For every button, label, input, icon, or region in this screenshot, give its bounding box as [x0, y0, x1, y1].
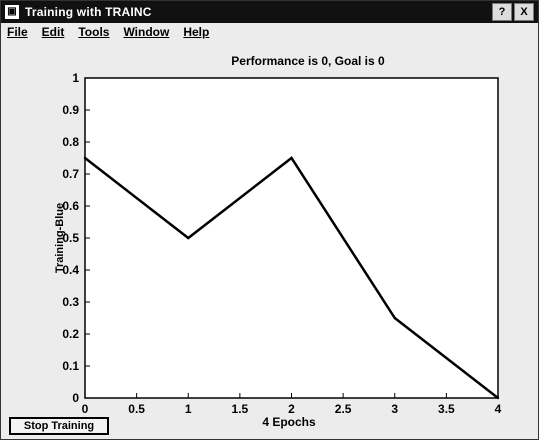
window-controls: ? X: [492, 3, 534, 21]
x-tick-label: 0: [82, 402, 89, 416]
tick-marks: 0 0.5 1 1.5 2 2.5 3 3.5 4 0 0.1 0.2 0.3 0.4 0.5 0.6 0.7 0…: [62, 71, 501, 416]
y-tick-label: 0.7: [62, 167, 79, 181]
x-tick-label: 0.5: [128, 402, 145, 416]
y-tick-label: 0.5: [62, 231, 79, 245]
plot-area: Performance is 0, Goal is 0 0 0.5 1 1.5 2 2.5…: [1, 41, 538, 439]
x-axis-label: 4 Epochs: [262, 415, 316, 429]
y-tick-label: 0: [72, 391, 79, 405]
stop-training-button[interactable]: Stop Training: [9, 417, 109, 435]
x-tick-label: 1: [185, 402, 192, 416]
help-button[interactable]: ?: [492, 3, 512, 21]
x-tick-label: 3: [391, 402, 398, 416]
window-title: Training with TRAINC: [25, 5, 152, 19]
data-point: [83, 156, 87, 160]
y-tick-label: 0.9: [62, 103, 79, 117]
y-tick-label: 0.6: [62, 199, 79, 213]
menu-file[interactable]: File: [7, 25, 28, 39]
menu-window[interactable]: Window: [123, 25, 170, 39]
x-tick-label: 1.5: [232, 402, 249, 416]
close-button[interactable]: X: [514, 3, 534, 21]
menu-tools[interactable]: Tools: [78, 25, 110, 39]
y-tick-label: 0.8: [62, 135, 79, 149]
menu-edit[interactable]: Edit: [41, 25, 65, 39]
x-tick-label: 2: [288, 402, 295, 416]
app-icon: ▣: [5, 5, 19, 19]
data-point: [496, 396, 500, 400]
data-point: [187, 236, 190, 240]
x-tick-label: 4: [495, 402, 502, 416]
y-tick-label: 0.2: [62, 327, 79, 341]
y-tick-label: 0.3: [62, 295, 79, 309]
x-tick-label: 2.5: [335, 402, 352, 416]
menu-help[interactable]: Help: [183, 25, 210, 39]
y-tick-label: 0.1: [62, 359, 79, 373]
y-tick-label: 1: [72, 71, 79, 85]
menu-bar: File Edit Tools Window Help: [1, 23, 538, 41]
chart-title: Performance is 0, Goal is 0: [231, 54, 385, 68]
x-tick-label: 3.5: [438, 402, 455, 416]
y-tick-label: 0.4: [62, 263, 79, 277]
data-point: [290, 156, 293, 160]
y-axis-label: Training-Blue: [54, 203, 66, 273]
series-group: [83, 156, 500, 400]
training-chart: Performance is 0, Goal is 0 0 0.5 1 1.5 2 2.5…: [54, 54, 502, 429]
title-bar: ▣ Training with TRAINC ? X: [1, 1, 538, 23]
data-point: [393, 316, 396, 320]
